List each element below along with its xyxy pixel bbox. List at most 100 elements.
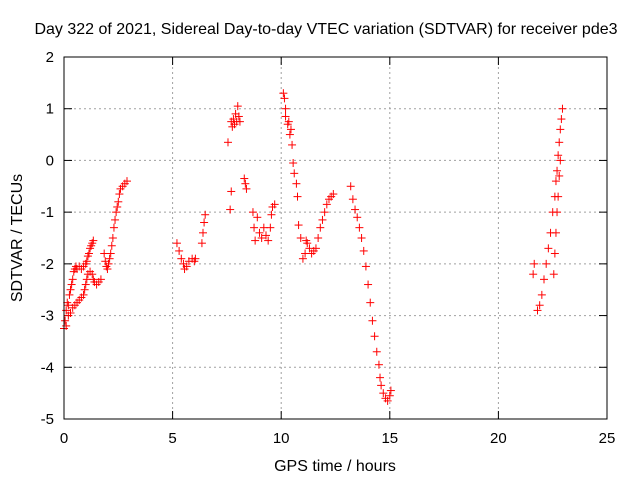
- data-point: [105, 254, 114, 263]
- data-point: [240, 174, 249, 183]
- data-point: [61, 316, 70, 325]
- data-point: [551, 228, 560, 237]
- data-point: [234, 112, 243, 121]
- data-point: [359, 246, 368, 255]
- chart-title: Day 322 of 2021, Sidereal Day-to-day VTE…: [34, 21, 617, 38]
- data-point: [533, 306, 542, 315]
- data-point: [182, 262, 191, 271]
- data-point: [226, 205, 235, 214]
- data-point: [82, 257, 91, 266]
- data-point: [316, 223, 325, 232]
- data-point: [374, 360, 383, 369]
- y-tick-label: 2: [46, 49, 54, 66]
- data-point: [383, 396, 392, 405]
- data-point: [553, 208, 562, 217]
- data-point: [255, 228, 264, 237]
- data-point: [379, 389, 388, 398]
- data-point: [553, 166, 562, 175]
- y-tick-label: -2: [41, 256, 54, 273]
- data-point: [108, 234, 117, 242]
- data-point: [385, 391, 394, 400]
- data-point: [114, 197, 123, 206]
- x-tick-label: 20: [490, 430, 507, 447]
- y-tick-label: -1: [41, 204, 54, 221]
- data-point: [66, 285, 75, 294]
- data-point: [80, 285, 89, 294]
- data-point: [351, 205, 360, 214]
- data-point: [292, 179, 301, 188]
- data-point: [544, 244, 553, 253]
- x-tick-label: 10: [273, 430, 290, 447]
- data-point: [298, 254, 307, 263]
- data-point: [355, 223, 364, 232]
- data-point: [281, 112, 290, 121]
- data-point: [233, 102, 242, 111]
- data-point: [65, 290, 74, 299]
- data-point: [377, 381, 386, 390]
- data-point: [353, 213, 362, 222]
- data-point: [556, 125, 565, 134]
- data-point: [286, 125, 295, 134]
- data-point: [111, 215, 120, 224]
- data-point: [199, 228, 208, 237]
- data-point: [530, 259, 539, 268]
- grid-lines: [64, 57, 607, 419]
- data-point: [66, 308, 75, 317]
- data-point: [386, 386, 395, 395]
- data-point: [88, 270, 97, 279]
- data-point: [311, 244, 320, 253]
- x-axis-label: GPS time / hours: [274, 458, 396, 475]
- y-tick-label: -5: [41, 411, 54, 428]
- y-tick-label: 0: [46, 152, 54, 169]
- data-point: [542, 259, 551, 268]
- data-point: [557, 115, 566, 124]
- data-point: [540, 275, 549, 284]
- data-point: [270, 200, 279, 209]
- data-point: [106, 249, 115, 258]
- data-point: [288, 140, 297, 149]
- data-point: [223, 138, 232, 147]
- data-point: [554, 151, 563, 160]
- x-tick-label: 5: [168, 430, 176, 447]
- data-point: [67, 280, 76, 289]
- data-point: [280, 94, 289, 103]
- data-point: [172, 239, 181, 248]
- data-point: [289, 159, 298, 168]
- data-point: [296, 234, 305, 242]
- data-point: [535, 301, 544, 310]
- y-tick-label: 1: [46, 101, 54, 118]
- data-point: [251, 236, 260, 245]
- y-axis-label: SDTVAR / TECUs: [9, 174, 26, 302]
- data-point: [68, 275, 77, 284]
- y-tick-label: -4: [41, 359, 54, 376]
- data-point: [293, 192, 302, 201]
- data-point: [115, 190, 124, 199]
- data-point: [555, 138, 564, 147]
- data-point: [175, 246, 184, 255]
- data-point: [250, 223, 259, 232]
- data-points: [60, 89, 567, 405]
- data-point: [554, 192, 563, 201]
- data-point: [318, 215, 327, 224]
- data-point: [357, 234, 366, 242]
- data-point: [549, 270, 558, 279]
- y-tick-label: -3: [41, 308, 54, 325]
- data-point: [329, 190, 338, 199]
- data-point: [364, 280, 373, 289]
- data-point: [529, 270, 538, 279]
- data-point: [84, 249, 93, 258]
- data-point: [257, 234, 266, 242]
- data-point: [322, 200, 331, 209]
- data-point: [191, 254, 200, 263]
- data-point: [261, 231, 270, 240]
- data-point: [279, 89, 288, 98]
- data-point: [241, 179, 250, 188]
- data-point: [200, 218, 209, 227]
- data-point: [348, 195, 357, 204]
- data-point: [266, 223, 275, 232]
- data-point: [555, 171, 564, 180]
- data-point: [558, 104, 567, 113]
- data-point: [550, 249, 559, 258]
